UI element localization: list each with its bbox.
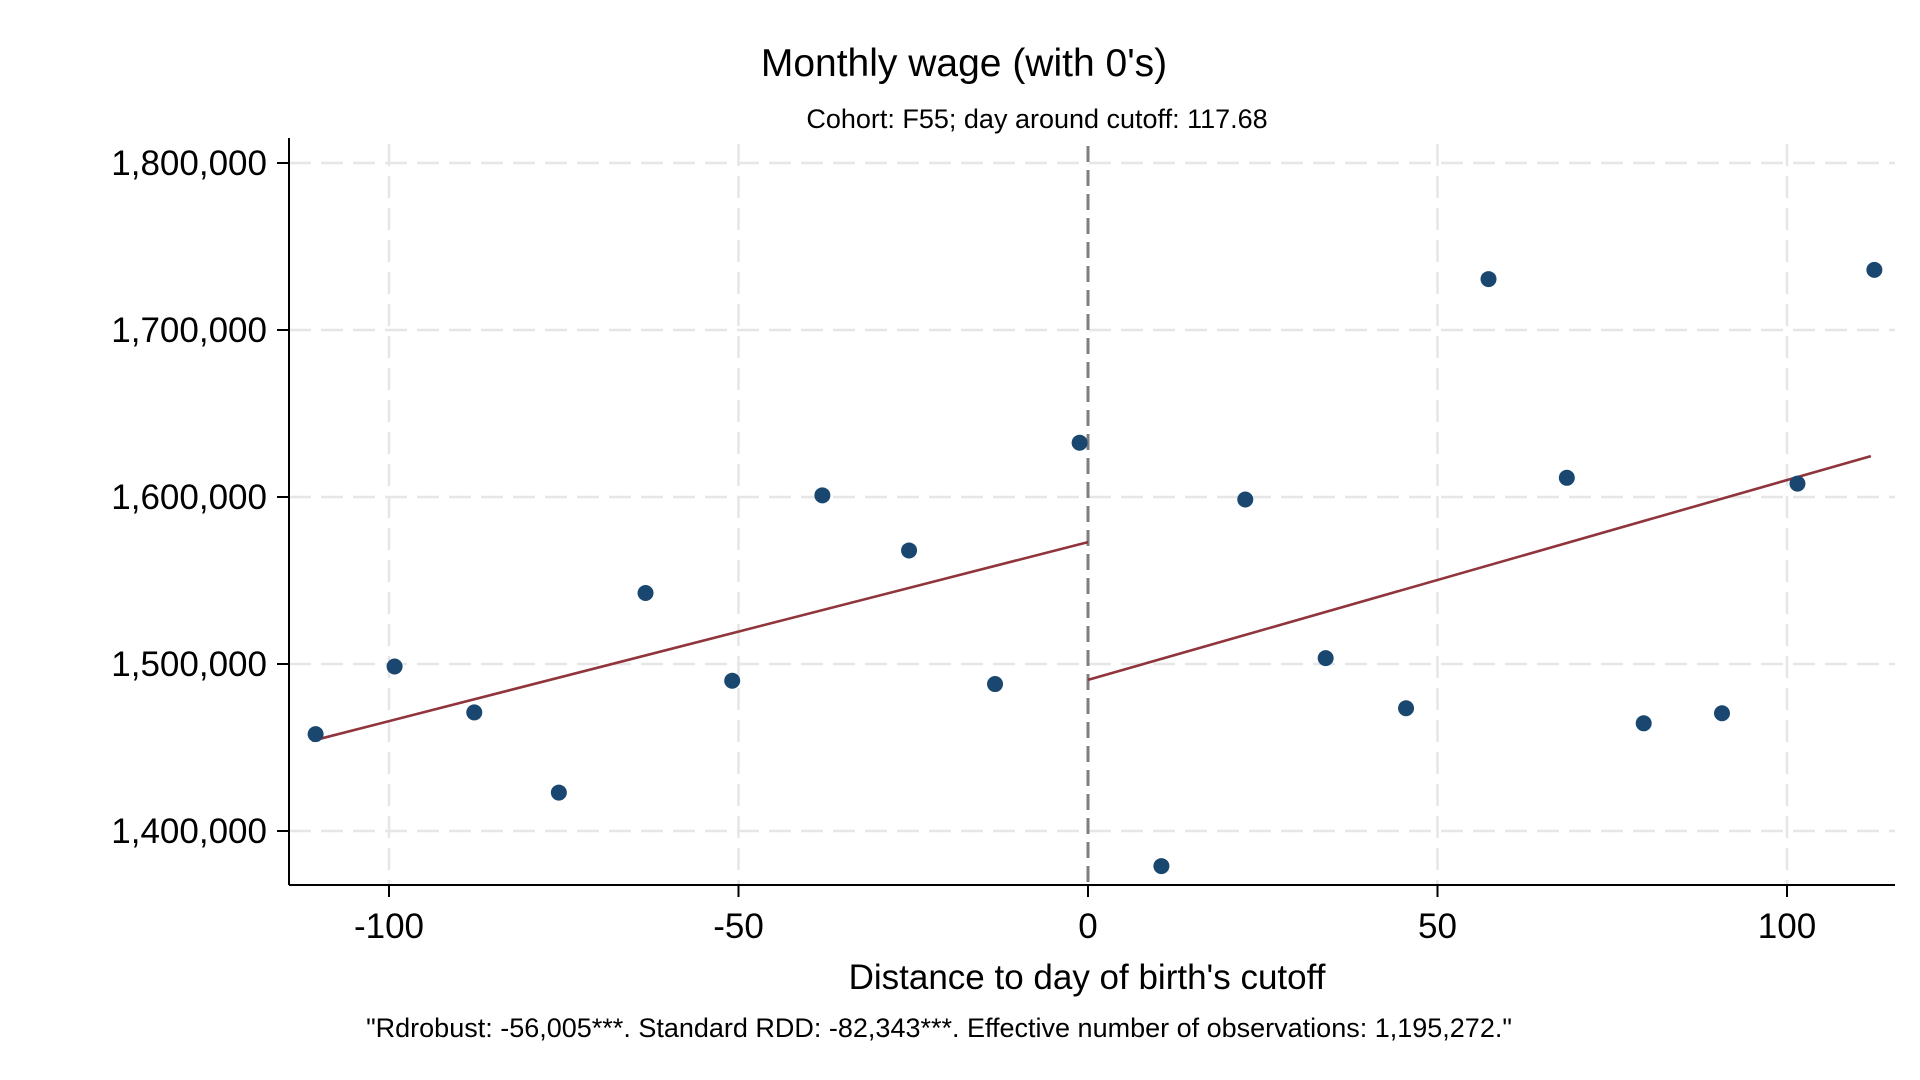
data-point [550,784,567,801]
text-layer: Monthly wage (with 0's) Cohort: F55; day… [366,42,1512,1043]
data-point [1866,261,1883,278]
data-layer [307,146,1883,885]
data-point [1317,650,1334,667]
data-point [307,726,324,743]
data-point [1398,700,1415,717]
x-axis-title: Distance to day of birth's cutoff [849,958,1326,997]
data-point [1789,475,1806,492]
y-tick-label: 1,700,000 [111,311,267,350]
fit-right-line [1087,454,1872,682]
x-tick-label: -100 [354,907,424,946]
data-point [814,487,831,504]
fit-left-line [311,540,1089,743]
y-tick-label: 1,500,000 [111,645,267,684]
data-point [466,704,483,721]
data-point [1635,715,1652,732]
x-tick-label: -50 [713,907,764,946]
chart-subtitle: Cohort: F55; day around cutoff: 117.68 [806,104,1267,134]
y-tick-label: 1,600,000 [111,478,267,517]
data-point [987,676,1004,693]
data-point [1480,271,1497,288]
data-point [1237,491,1254,508]
y-tick-label: 1,800,000 [111,144,267,183]
data-point [1071,434,1088,451]
data-point [1713,705,1730,722]
data-point [386,658,403,675]
data-point [1153,858,1170,875]
chart-note: "Rdrobust: -56,005***. Standard RDD: -82… [366,1013,1512,1043]
axis-layer: 1,400,000 1,500,000 1,600,000 1,700,000 1,80… [111,138,1895,946]
chart-title: Monthly wage (with 0's) [761,42,1167,85]
data-point [637,585,654,602]
data-point [901,542,918,559]
y-tick-label: 1,400,000 [111,812,267,851]
x-tick-label: 100 [1758,907,1816,946]
data-point [1558,469,1575,486]
data-point [724,672,741,689]
x-tick-label: 0 [1078,907,1097,946]
x-tick-label: 50 [1418,907,1457,946]
grid-layer [289,144,1895,885]
